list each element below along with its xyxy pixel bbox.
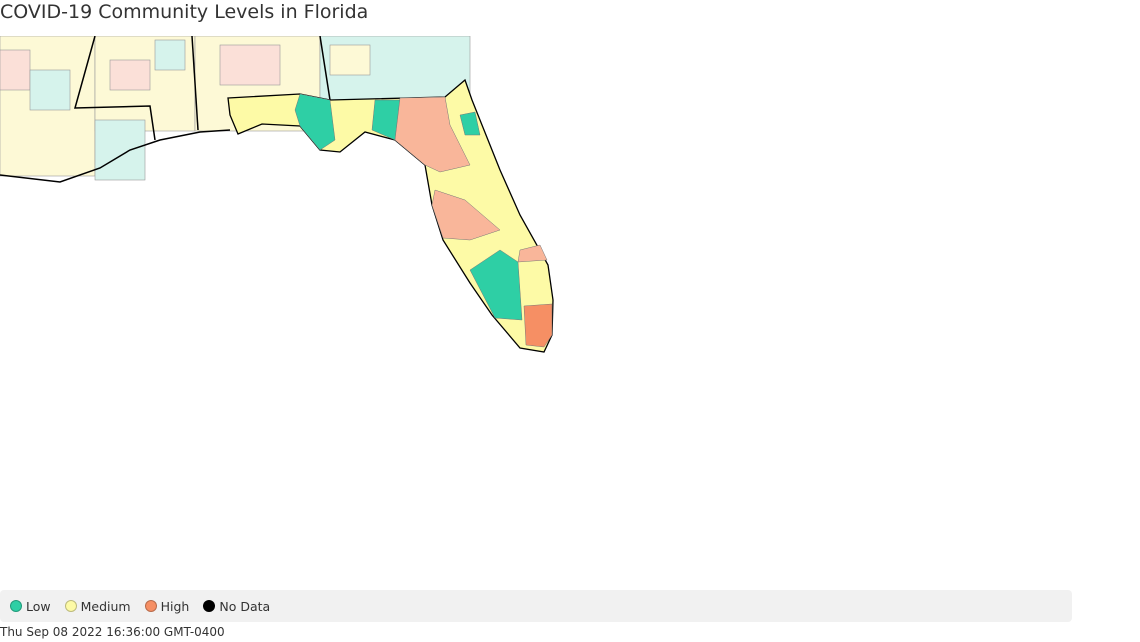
legend-swatch: [10, 600, 22, 612]
county-low: [459, 111, 481, 136]
legend-label: No Data: [219, 598, 271, 614]
county-area: [109, 59, 151, 91]
legend-item[interactable]: No Data: [203, 599, 270, 614]
legend-label: High: [160, 598, 190, 614]
county-area: [29, 69, 71, 111]
county-high: [394, 96, 471, 173]
neighbor-states: [0, 36, 471, 181]
county-low: [469, 249, 523, 321]
coast: [0, 129, 231, 183]
legend-item[interactable]: Low: [10, 599, 51, 614]
legend-label: Medium: [80, 598, 131, 614]
border: [319, 36, 331, 101]
county-high: [523, 303, 553, 348]
map-title: COVID-19 Community Levels in Florida: [0, 1, 369, 23]
county-area: [329, 44, 371, 76]
legend: Low Medium High No Data: [0, 590, 1072, 622]
timestamp: Thu Sep 08 2022 16:36:00 GMT-0400: [0, 625, 225, 639]
county-area: [94, 119, 146, 181]
legend-item[interactable]: High: [144, 598, 190, 614]
county-area: [154, 39, 186, 71]
border: [191, 36, 199, 131]
legend-swatch: [203, 600, 216, 612]
legend-swatch: [144, 600, 157, 612]
county-levels: [294, 93, 553, 348]
county-area: [0, 49, 31, 91]
county-area: [219, 44, 281, 86]
county-high: [431, 189, 501, 241]
border: [74, 36, 156, 141]
legend-label: Low: [26, 598, 51, 614]
state-borders: [0, 36, 331, 183]
legend-swatch: [64, 600, 77, 612]
county-low: [294, 93, 336, 151]
map: [0, 36, 554, 353]
legend-item[interactable]: Medium: [64, 598, 131, 614]
county-high: [517, 244, 548, 263]
